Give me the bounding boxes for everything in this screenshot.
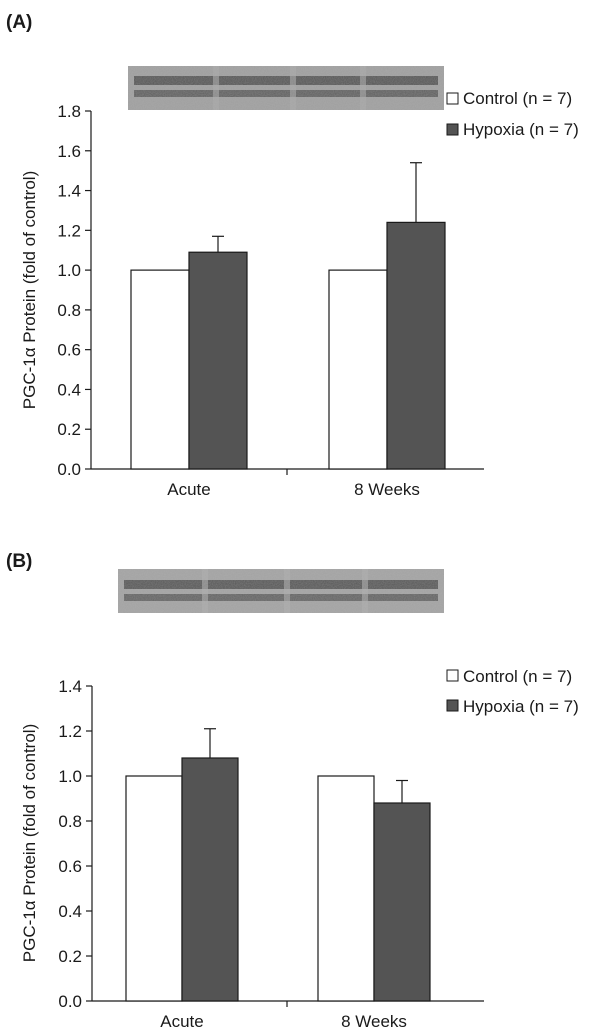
panel-a-y-tick-label: 1.8 <box>57 102 81 121</box>
panel-b-y-tick-label: 0.8 <box>58 812 82 831</box>
panel-b-y-tick-label: 1.2 <box>58 722 82 741</box>
legend-label-hypoxia: Hypoxia (n = 7) <box>463 120 579 139</box>
panel-a-bar-control <box>130 269 190 470</box>
blot-texture <box>118 569 444 613</box>
panel-b-bar-hypoxia <box>373 802 431 1002</box>
panel-a-western-blot <box>128 66 444 110</box>
panel-b-y-tick-label: 0.2 <box>58 947 82 966</box>
panel-a-y-tick-label: 0.2 <box>57 420 81 439</box>
panel-b-y-tick-label: 1.4 <box>58 677 82 696</box>
panel-b-bar-control <box>317 775 375 1002</box>
panel-a-plot: 0.0 0.2 0.4 0.6 0.8 1.0 1.2 1.4 1.6 1.8 Acute 8 Wee… <box>57 102 484 499</box>
panel-a-y-tick-label: 0.0 <box>57 460 81 479</box>
panel-a-bar-hypoxia <box>188 251 248 470</box>
panel-b-y-tick-label: 0.0 <box>58 992 82 1011</box>
panel-b-y-axis-label: PGC-1α Protein (fold of control) <box>20 724 39 962</box>
panel-a-y-tick-label: 1.0 <box>57 261 81 280</box>
blot-texture <box>128 66 444 110</box>
panel-a: (A) PGC-1α Protein (fold of control) 0.0… <box>6 12 579 499</box>
panel-a-bar-hypoxia <box>386 221 446 470</box>
legend-label-control: Control (n = 7) <box>463 89 572 108</box>
panel-a-y-tick-label: 0.4 <box>57 380 81 399</box>
panel-b-y-tick-label: 0.4 <box>58 902 82 921</box>
legend-label-hypoxia: Hypoxia (n = 7) <box>463 697 579 716</box>
panel-a-y-tick-label: 1.4 <box>57 182 81 201</box>
legend-swatch-control <box>446 92 459 105</box>
panel-b-x-tick-label: 8 Weeks <box>341 1012 407 1031</box>
panel-a-legend: Control (n = 7) Hypoxia (n = 7) <box>446 89 579 139</box>
panel-b-legend: Control (n = 7) Hypoxia (n = 7) <box>446 667 579 716</box>
panel-a-y-tick-label: 1.6 <box>57 142 81 161</box>
panel-b: (B) PGC-1α Protein (fold of control) 0.0… <box>6 551 579 1031</box>
panel-b-y-tick-label: 1.0 <box>58 767 82 786</box>
panel-a-x-tick-label: 8 Weeks <box>354 480 420 499</box>
legend-swatch-hypoxia <box>446 699 459 712</box>
legend-label-control: Control (n = 7) <box>463 667 572 686</box>
panel-a-label: (A) <box>6 12 32 33</box>
panel-b-x-tick-label: Acute <box>160 1012 203 1031</box>
panel-a-y-tick-label: 0.8 <box>57 301 81 320</box>
panel-a-y-tick-label: 0.6 <box>57 341 81 360</box>
panel-a-y-tick-label: 1.2 <box>57 221 81 240</box>
panel-b-label: (B) <box>6 551 32 572</box>
panel-b-y-tick-label: 0.6 <box>58 857 82 876</box>
panel-a-y-axis-label: PGC-1α Protein (fold of control) <box>20 171 39 409</box>
panel-b-bar-control <box>125 775 183 1002</box>
panel-a-bar-control <box>328 269 388 470</box>
legend-swatch-hypoxia <box>446 123 459 136</box>
legend-swatch-control <box>446 669 459 682</box>
panel-b-plot: 0.0 0.2 0.4 0.6 0.8 1.0 1.2 1.4 Acute 8 Weeks <box>58 677 484 1031</box>
panel-a-x-tick-label: Acute <box>167 480 210 499</box>
panel-b-bar-hypoxia <box>181 757 239 1002</box>
panel-b-western-blot <box>118 569 444 613</box>
